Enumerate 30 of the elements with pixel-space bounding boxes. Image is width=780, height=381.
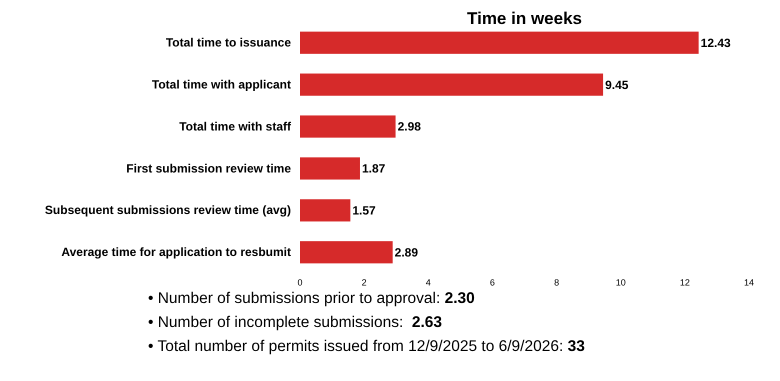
x-tick-label: 8 [554, 277, 560, 288]
bar [300, 241, 393, 264]
data-label: 9.45 [605, 78, 629, 92]
x-tick-label: 14 [744, 277, 754, 288]
x-tick-label: 4 [426, 277, 431, 288]
bar [300, 115, 396, 138]
data-label: 1.57 [352, 204, 376, 218]
x-tick-label: 12 [680, 277, 690, 288]
data-label: 12.43 [700, 36, 732, 50]
x-tick-label: 6 [490, 277, 495, 288]
bar [300, 32, 699, 54]
text: • Number of submissions prior to approval: 2.30 [148, 290, 475, 307]
text: • Number of incomplete submissions: 2.63 [148, 314, 442, 331]
y-tick-label: Total time with applicant [152, 77, 291, 92]
y-tick-label: First submission review time [126, 161, 292, 176]
x-tick-label: 2 [362, 277, 367, 288]
bar [300, 199, 350, 222]
x-tick-label: 10 [616, 277, 626, 288]
y-tick-label: Subsequent submissions review time (avg) [44, 203, 291, 218]
bar [300, 74, 604, 96]
y-tick-label: Total time with staff [179, 119, 292, 134]
data-label: 1.87 [362, 162, 386, 176]
x-tick-label: 0 [297, 277, 303, 288]
y-tick-label: Total time to issuance [166, 36, 292, 50]
text: • Total number of permits issued from 12/9/2025 to 6/9/2026: 33 [148, 338, 586, 355]
y-tick-label: Average time for application to resbumit [61, 245, 291, 260]
data-label: 2.98 [398, 120, 422, 134]
bar [300, 157, 360, 180]
data-label: 2.89 [394, 245, 418, 260]
chart-title: Time in weeks [467, 9, 582, 28]
